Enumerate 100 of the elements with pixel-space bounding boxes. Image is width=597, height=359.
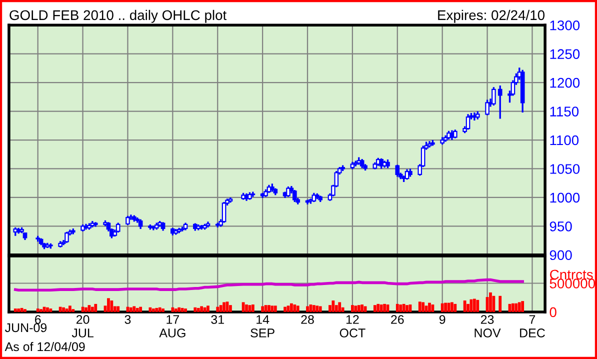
y-tick-label: 1000 [550, 192, 580, 203]
bar [274, 306, 277, 312]
bar [383, 304, 386, 312]
bar [472, 298, 476, 312]
chart-title: GOLD FEB 2010 .. daily OHLC plot [10, 10, 227, 23]
candlestick [138, 218, 143, 230]
candlestick [286, 186, 290, 198]
bar [219, 305, 222, 312]
x-tick-label: 20 JUL [72, 315, 94, 338]
bar [450, 302, 454, 312]
bar [406, 305, 408, 312]
bar [162, 308, 164, 312]
y-tick-label: 1300 [550, 20, 580, 30]
x-tick-label: 14 SEP [250, 315, 274, 338]
x-tick-label: 31 [211, 315, 224, 324]
bar [107, 298, 110, 312]
bar [364, 306, 367, 312]
bar [518, 302, 521, 312]
candlestick [64, 231, 69, 244]
x-tick-label: 9 [439, 315, 446, 324]
candlestick [492, 86, 496, 106]
bar [110, 300, 114, 312]
bar [357, 305, 360, 312]
y-tick-label: 0 [550, 307, 556, 318]
bar [360, 304, 364, 312]
bar [36, 308, 40, 312]
candlestick [292, 189, 297, 203]
x-tick-label: 3 [124, 315, 131, 324]
x-tick-label: 7 DEC [520, 315, 545, 338]
bar [466, 304, 470, 312]
y-tick-label: 900 [550, 250, 572, 260]
bar [351, 305, 354, 312]
bar [489, 292, 492, 312]
bar [200, 306, 204, 312]
bar [476, 300, 480, 312]
bar [130, 307, 132, 312]
bar [58, 306, 62, 312]
candlestick [250, 190, 256, 198]
bar [116, 306, 120, 312]
bar [514, 303, 518, 312]
bar [174, 308, 178, 312]
bar [316, 306, 319, 312]
bar [306, 306, 309, 312]
bar [396, 304, 399, 312]
bar [196, 308, 200, 312]
bar [261, 306, 264, 312]
bar [428, 302, 431, 312]
bar [155, 308, 158, 312]
text: JUN-09 [4, 323, 47, 332]
bar [251, 304, 254, 312]
bar [84, 307, 88, 312]
bar [454, 304, 457, 312]
bar [521, 301, 524, 312]
bar [62, 307, 65, 312]
x-tick-label: 12 OCT [340, 315, 366, 338]
bar [418, 302, 422, 312]
bar [139, 306, 142, 312]
y-tick-label: 1100 [550, 135, 579, 146]
bar [46, 307, 49, 312]
bar [132, 306, 136, 312]
bar [380, 304, 383, 312]
candlestick [498, 84, 502, 120]
bar [376, 304, 380, 312]
candlestick [360, 158, 364, 169]
bar [136, 308, 139, 312]
bar [184, 308, 187, 312]
bar [268, 305, 270, 312]
bar [180, 308, 184, 312]
x-tick-label: 28 [301, 315, 314, 324]
y-axis-title: Cntrcts [550, 270, 593, 280]
bar [206, 306, 210, 312]
bar [373, 305, 376, 312]
bar [68, 306, 72, 312]
bar [338, 302, 342, 312]
bar [178, 307, 181, 312]
y-tick-label: 1200 [550, 78, 580, 88]
bar [90, 306, 94, 312]
x-tick-label: 17 AUG [159, 315, 186, 338]
text: As of 12/04/09 [4, 342, 85, 352]
bar [293, 304, 296, 312]
bar [318, 306, 322, 312]
bar [402, 304, 406, 312]
candlestick [116, 222, 120, 234]
bar [399, 304, 402, 312]
bar [94, 304, 98, 312]
chart-subtitle: Expires: 02/24/10 [438, 10, 545, 23]
candlestick [222, 201, 226, 224]
bar [72, 309, 75, 312]
bar [152, 308, 155, 312]
y-tick-label: 950 [550, 222, 572, 232]
bar [512, 303, 514, 312]
bar [296, 306, 300, 312]
bar [49, 308, 52, 312]
y-tick-label: 1050 [550, 164, 580, 174]
bar [498, 296, 502, 312]
bar [284, 306, 286, 312]
candlestick [379, 158, 384, 170]
candlestick [485, 98, 490, 116]
bar [422, 302, 425, 312]
bar [290, 303, 293, 312]
